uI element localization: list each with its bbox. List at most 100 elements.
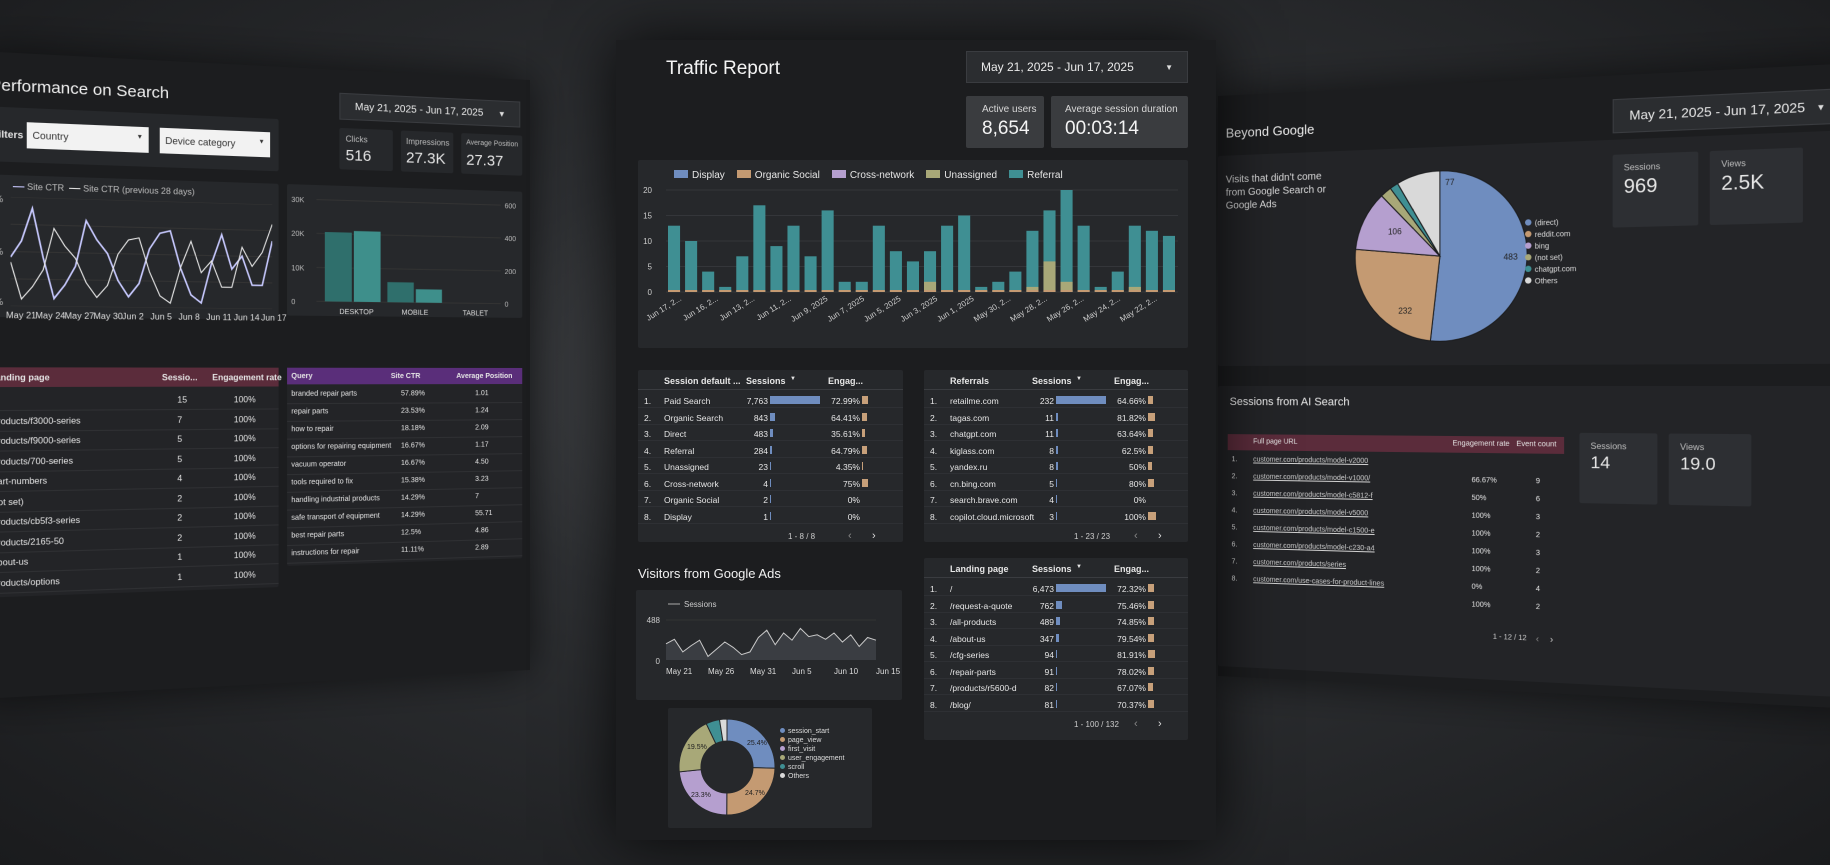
bar-unassigned xyxy=(1043,261,1055,292)
bar-organic-social xyxy=(805,290,817,292)
bar-referral xyxy=(907,261,919,292)
bar-organic-social xyxy=(1043,290,1055,292)
table-row[interactable]: 7. search.brave.com 4 0% xyxy=(924,491,1188,507)
legend-item: scroll xyxy=(780,764,844,773)
prev-page-button[interactable]: ‹ xyxy=(848,530,852,542)
bar-organic-social xyxy=(1112,290,1124,292)
bar-referral xyxy=(736,256,748,292)
table-cell: /about-us xyxy=(0,557,28,568)
sort-desc-icon[interactable]: ▼ xyxy=(1076,376,1082,382)
device-filter[interactable]: Device category ▼ xyxy=(160,128,270,158)
table-row[interactable]: /15100% xyxy=(0,391,279,412)
left-dashboard: Performance on Search May 21, 2025 - Jun… xyxy=(0,51,530,699)
table-row[interactable]: 4. Referral 284 64.79% xyxy=(638,442,903,458)
table-cell: Display xyxy=(664,512,692,522)
gridline xyxy=(11,224,273,230)
table-row[interactable]: 3. Direct 483 35.61% xyxy=(638,425,903,441)
sessions-bar xyxy=(770,396,820,404)
table-row[interactable]: 5. yandex.ru 8 50% xyxy=(924,458,1188,474)
table-row[interactable]: 3. chatgpt.com 11 63.64% xyxy=(924,425,1188,441)
bar-referral xyxy=(668,226,680,292)
table-row[interactable]: 5. Unassigned 23 4.35% xyxy=(638,458,903,474)
next-page-button[interactable]: › xyxy=(1550,634,1553,645)
table-row[interactable]: 3. /all-products 489 74.85% xyxy=(924,613,1188,629)
table-cell: 64.66% xyxy=(1110,396,1146,406)
column-header[interactable]: Engag... xyxy=(1114,376,1149,386)
column-header[interactable]: Engag... xyxy=(828,376,863,386)
events-donut-plot: 25.4%24.7%23.3%19.5% xyxy=(672,712,782,822)
column-header[interactable]: Landing page xyxy=(950,564,1009,574)
table-row[interactable]: 8. Display 1 0% xyxy=(638,508,903,524)
table-cell: 8. xyxy=(644,512,651,522)
column-header[interactable]: Engagement rate xyxy=(1453,440,1510,448)
sessions-bar xyxy=(770,479,771,487)
table-row[interactable]: 7. /products/r5600-d 82 67.07% xyxy=(924,679,1188,695)
sort-desc-icon[interactable]: ▼ xyxy=(790,376,796,382)
bar-referral xyxy=(702,272,714,292)
table-row[interactable]: repair parts 23.53% 1.24 xyxy=(287,403,522,422)
column-header[interactable]: Session default ... xyxy=(664,376,741,386)
table-row[interactable]: 8. copilot.cloud.microsoft 3 100% xyxy=(924,508,1188,524)
table-cell: 57.89% xyxy=(401,390,425,397)
table-cell: 2 xyxy=(1536,604,1540,612)
table-cell: /part-numbers xyxy=(0,476,47,487)
country-filter[interactable]: Country ▼ xyxy=(27,122,149,153)
table-cell: 70.37% xyxy=(1110,700,1146,710)
prev-page-button[interactable]: ‹ xyxy=(1536,633,1539,644)
table-row[interactable]: 6. /repair-parts 91 78.02% xyxy=(924,663,1188,679)
next-page-button[interactable]: › xyxy=(1158,718,1162,730)
bar-organic-social xyxy=(736,290,748,292)
ctr-legend: Site CTR Site CTR (previous 28 days) xyxy=(13,182,195,197)
table-row[interactable]: 1. retailme.com 232 64.66% xyxy=(924,392,1188,408)
x-tick: TABLET xyxy=(463,308,489,317)
gridline xyxy=(316,200,500,206)
bar-referral xyxy=(1163,236,1175,292)
table-cell: 0% xyxy=(824,495,860,505)
column-header[interactable]: Sessio... xyxy=(162,373,198,383)
sessions-bar xyxy=(1056,683,1057,691)
column-header[interactable]: Referrals xyxy=(950,376,989,386)
column-header[interactable]: Sessions xyxy=(1032,376,1072,386)
column-header[interactable]: Query xyxy=(291,373,312,380)
table-row[interactable]: branded repair parts 57.89% 1.01 xyxy=(287,386,522,404)
date-range-picker[interactable]: May 21, 2025 - Jun 17, 2025 ▼ xyxy=(339,93,520,128)
table-row[interactable]: 2. Organic Search 843 64.41% xyxy=(638,409,903,425)
column-header[interactable]: Sessions xyxy=(1032,564,1072,574)
table-row[interactable]: 7. Organic Social 2 0% xyxy=(638,491,903,507)
column-header[interactable]: Sessions xyxy=(746,376,786,386)
table-row[interactable]: 2. /request-a-quote 762 75.46% xyxy=(924,597,1188,613)
prev-page-button[interactable]: ‹ xyxy=(1134,530,1138,542)
table-cell: 7. xyxy=(930,495,937,505)
column-header[interactable]: Event count xyxy=(1516,441,1556,449)
table-cell: 11 xyxy=(1024,429,1054,439)
bar-organic-social xyxy=(719,290,731,292)
x-tick: Jun 5 xyxy=(150,312,172,322)
table-row[interactable]: 2. tagas.com 11 81.82% xyxy=(924,409,1188,425)
column-header[interactable]: Landing page xyxy=(0,373,50,383)
table-row[interactable]: 4. kiglass.com 8 62.5% xyxy=(924,442,1188,458)
table-cell: 4.86 xyxy=(475,527,488,534)
date-range-picker[interactable]: May 21, 2025 - Jun 17, 2025 ▼ xyxy=(1613,88,1830,133)
prev-page-button[interactable]: ‹ xyxy=(1134,718,1138,730)
next-page-button[interactable]: › xyxy=(1158,530,1162,542)
sort-desc-icon[interactable]: ▼ xyxy=(1076,564,1082,570)
table-row[interactable]: 8. /blog/81 70.37% xyxy=(924,696,1188,712)
column-header[interactable]: Engag... xyxy=(1114,564,1149,574)
table-row[interactable]: 1. / 6,473 72.32% xyxy=(924,580,1188,596)
bar-organic-social xyxy=(1095,290,1107,292)
table-row[interactable]: 6. cn.bing.com 5 80% xyxy=(924,475,1188,491)
next-page-button[interactable]: › xyxy=(872,530,876,542)
table-row[interactable]: 1. Paid Search 7,763 72.99% xyxy=(638,392,903,408)
column-header[interactable]: Average Position xyxy=(456,373,512,380)
bar-organic-social xyxy=(839,290,851,292)
column-header[interactable]: Engagement rate xyxy=(212,373,281,383)
table-row[interactable]: 6. Cross-network 4 75% xyxy=(638,475,903,491)
table-row[interactable]: /products/f3000-series 7 100% xyxy=(0,410,279,431)
column-header[interactable]: Full page URL xyxy=(1253,438,1297,446)
date-range-picker[interactable]: May 21, 2025 - Jun 17, 2025 ▼ xyxy=(966,51,1188,83)
table-row[interactable]: 4. /about-us 347 79.54% xyxy=(924,630,1188,646)
table-cell: Paid Search xyxy=(664,396,710,406)
table-row[interactable]: 5. /cfg-series 94 81.91% xyxy=(924,646,1188,662)
chevron-down-icon: ▼ xyxy=(258,139,264,146)
column-header[interactable]: Site CTR xyxy=(391,373,421,380)
